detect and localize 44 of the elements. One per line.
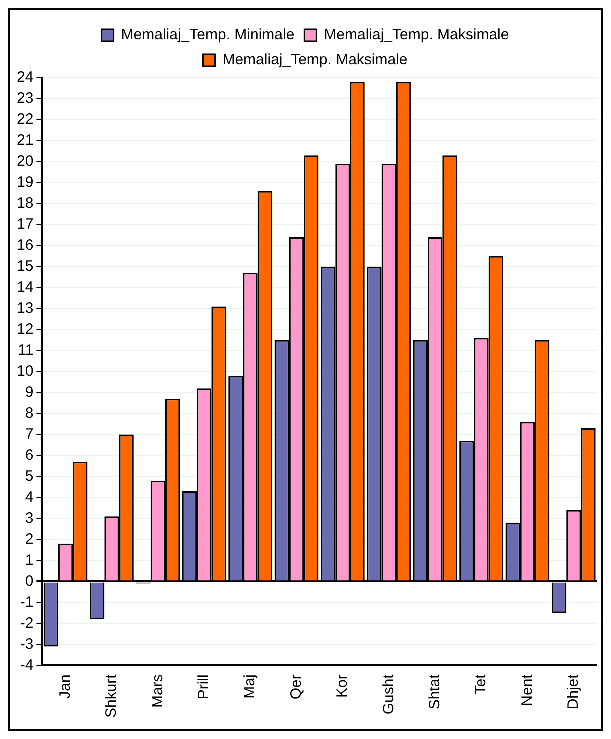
x-tick-label: Shtat bbox=[426, 674, 444, 710]
y-tick-label: 8 bbox=[25, 404, 34, 422]
x-tick-label: Maj bbox=[242, 674, 259, 699]
y-tick-label: 12 bbox=[16, 320, 34, 338]
y-tick-label: -1 bbox=[20, 594, 34, 611]
x-tick-label: Tet bbox=[472, 674, 490, 695]
y-tick-label: 1 bbox=[25, 552, 34, 569]
legend-label: Memaliaj_Temp. Maksimale bbox=[324, 26, 510, 44]
y-tick-label: 2 bbox=[25, 530, 34, 548]
legend-label: Memaliaj_Temp. Maksimale bbox=[222, 52, 408, 69]
y-tick-label: -2 bbox=[20, 614, 34, 632]
x-tick-label: Qer bbox=[288, 674, 305, 700]
y-tick-label: 22 bbox=[16, 111, 34, 128]
y-tick-label: 6 bbox=[25, 446, 34, 464]
y-tick-label: 20 bbox=[16, 153, 34, 170]
y-tick-label: -4 bbox=[20, 656, 34, 674]
x-tick-label: Mars bbox=[149, 674, 166, 708]
x-tick-label: Dhjet bbox=[565, 674, 582, 710]
x-tick-label: Gusht bbox=[380, 674, 398, 715]
y-tick-label: 23 bbox=[16, 90, 34, 108]
y-tick-label: 9 bbox=[25, 384, 34, 401]
y-tick-label: 10 bbox=[16, 362, 34, 380]
x-tick-label: Shkurt bbox=[103, 674, 120, 718]
y-tick-label: 18 bbox=[16, 195, 34, 212]
x-tick-label: Nent bbox=[518, 674, 536, 706]
y-tick-label: 4 bbox=[25, 488, 34, 506]
y-tick-label: 11 bbox=[18, 342, 34, 359]
y-tick-label: -3 bbox=[20, 636, 34, 653]
y-tick-label: 15 bbox=[16, 258, 34, 276]
y-tick-label: 21 bbox=[16, 132, 34, 150]
y-tick-label: 24 bbox=[16, 69, 34, 86]
y-tick-label: 17 bbox=[16, 216, 34, 234]
y-tick-label: 19 bbox=[16, 174, 34, 192]
x-tick-label: Kor bbox=[334, 674, 352, 698]
y-tick-label: 3 bbox=[25, 510, 34, 527]
legend-label: Memaliaj_Temp. Minimale bbox=[121, 26, 295, 44]
y-tick-label: 5 bbox=[25, 468, 34, 485]
y-tick-label: 13 bbox=[16, 300, 34, 317]
x-tick-label: Jan bbox=[56, 674, 74, 699]
y-tick-label: 16 bbox=[16, 237, 34, 254]
y-tick-label: 0 bbox=[25, 572, 34, 590]
y-tick-label: 14 bbox=[16, 279, 34, 296]
x-tick-label: Prill bbox=[196, 674, 212, 700]
y-tick-label: 7 bbox=[25, 426, 34, 443]
